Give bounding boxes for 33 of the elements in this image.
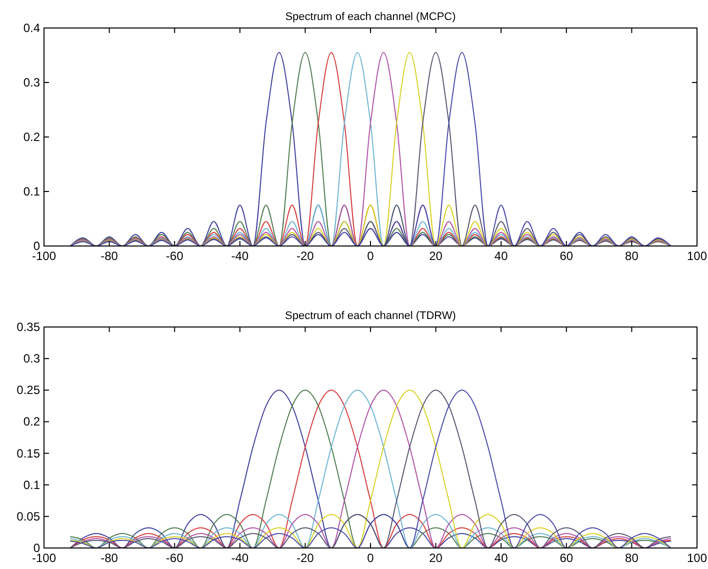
y-tick-label: 0.2 xyxy=(23,414,40,429)
x-tick-label: 0 xyxy=(367,551,374,565)
x-tick-label: 40 xyxy=(494,551,508,565)
x-tick-label: 80 xyxy=(625,551,639,565)
y-tick-label: 0.05 xyxy=(16,509,40,524)
x-tick-label: 100 xyxy=(686,551,708,565)
x-tick-label: -60 xyxy=(166,249,184,263)
x-tick-label: 80 xyxy=(625,249,639,263)
x-tick-label: -20 xyxy=(296,249,314,263)
x-tick-label: 60 xyxy=(560,551,574,565)
y-tick-label: 0.15 xyxy=(16,446,40,460)
x-tick-label: 20 xyxy=(429,249,443,263)
x-tick-label: -80 xyxy=(100,249,118,263)
x-tick-label: 60 xyxy=(560,249,574,263)
y-tick-label: 0.35 xyxy=(16,320,40,334)
x-tick-label: 0 xyxy=(367,249,374,263)
x-tick-label: -60 xyxy=(166,551,184,565)
x-tick-label: -40 xyxy=(231,249,249,263)
y-tick-label: 0.1 xyxy=(23,478,40,492)
x-tick-label: -20 xyxy=(296,551,314,565)
y-tick-label: 0.3 xyxy=(23,352,40,366)
y-tick-label: 0.1 xyxy=(23,184,40,198)
chart-title: Spectrum of each channel (MCPC) xyxy=(285,11,456,23)
y-tick-label: 0.3 xyxy=(23,76,40,90)
x-tick-label: 20 xyxy=(429,551,443,565)
chart-title: Spectrum of each channel (TDRW) xyxy=(285,310,456,322)
x-tick-label: -40 xyxy=(231,551,249,565)
y-tick-label: 0.25 xyxy=(16,383,40,398)
y-tick-label: 0.2 xyxy=(23,130,40,144)
y-tick-label: 0.4 xyxy=(23,21,40,35)
x-tick-label: 40 xyxy=(494,249,508,263)
x-tick-label: -80 xyxy=(100,551,118,565)
x-tick-label: 100 xyxy=(686,249,708,263)
